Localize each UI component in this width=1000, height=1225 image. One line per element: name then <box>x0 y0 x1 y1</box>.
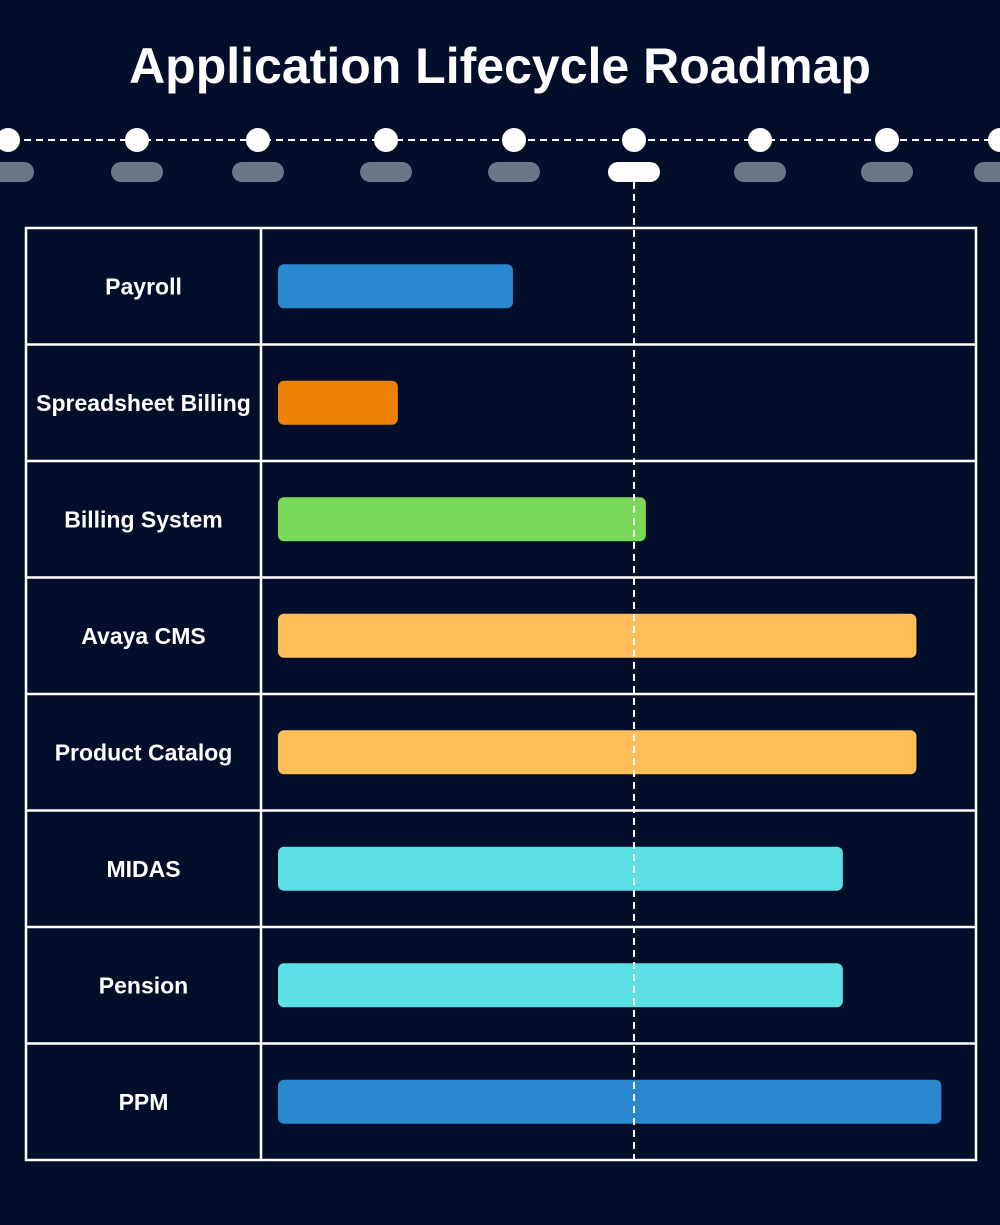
row-label: Billing System <box>64 506 222 532</box>
timeline-tick-label <box>734 162 786 182</box>
timeline-tick-label <box>974 162 1000 182</box>
timeline-dot <box>988 128 1000 152</box>
row-label: Product Catalog <box>55 739 233 765</box>
timeline-axis <box>0 128 1000 182</box>
bar <box>278 730 917 775</box>
timeline-tick-label <box>488 162 540 182</box>
bar <box>278 846 843 891</box>
chart-title: Application Lifecycle Roadmap <box>129 38 871 94</box>
timeline-tick-label <box>861 162 913 182</box>
row-label: MIDAS <box>106 856 180 882</box>
bar <box>278 380 398 425</box>
timeline-dot <box>246 128 270 152</box>
timeline-dot <box>0 128 20 152</box>
timeline-dot <box>622 128 646 152</box>
bar <box>278 497 646 542</box>
roadmap-table <box>24 226 978 1162</box>
timeline-dot <box>748 128 772 152</box>
bar <box>278 613 917 658</box>
row-label: Avaya CMS <box>81 623 205 649</box>
row-label: Payroll <box>105 273 182 299</box>
timeline-dot <box>875 128 899 152</box>
row-labels: Payroll Spreadsheet Billing Billing System… <box>36 273 251 1115</box>
timeline-tick-label <box>232 162 284 182</box>
timeline-dot <box>502 128 526 152</box>
timeline-tick-label <box>0 162 34 182</box>
row-label: Spreadsheet Billing <box>36 390 251 416</box>
bar <box>278 1079 942 1124</box>
timeline-tick-label <box>111 162 163 182</box>
bar <box>278 963 843 1008</box>
row-label: PPM <box>119 1089 169 1115</box>
row-label: Pension <box>99 972 188 998</box>
timeline-dot <box>125 128 149 152</box>
timeline-tick-label <box>360 162 412 182</box>
current-tick-label <box>608 162 660 182</box>
bar <box>278 264 513 309</box>
roadmap-bars <box>278 264 942 1124</box>
timeline-dot <box>374 128 398 152</box>
